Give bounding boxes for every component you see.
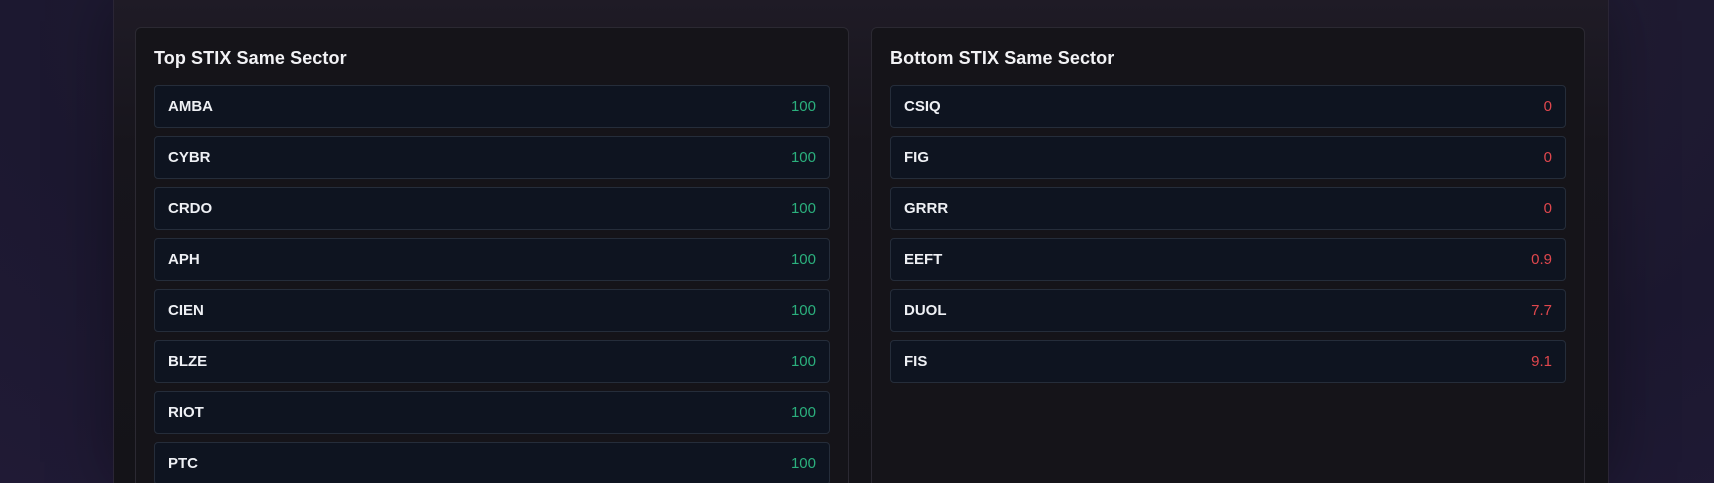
bottom-stix-panel: Bottom STIX Same Sector CSIQ 0 FIG 0 GRR…	[871, 27, 1585, 483]
stix-score: 7.7	[1531, 302, 1552, 319]
bottom-stix-list: CSIQ 0 FIG 0 GRRR 0 EEFT 0.9 DUOL 7.7 FI…	[890, 85, 1566, 391]
list-item[interactable]: RIOT 100	[154, 391, 830, 434]
list-item[interactable]: FIG 0	[890, 136, 1566, 179]
ticker-symbol: FIG	[904, 149, 929, 166]
panel-title: Bottom STIX Same Sector	[890, 48, 1115, 68]
list-item[interactable]: CIEN 100	[154, 289, 830, 332]
ticker-symbol: DUOL	[904, 302, 947, 319]
stix-score: 100	[790, 353, 816, 370]
ticker-symbol: CYBR	[168, 149, 211, 166]
ticker-symbol: CIEN	[168, 302, 204, 319]
stix-score: 100	[790, 200, 816, 217]
list-item[interactable]: BLZE 100	[154, 340, 830, 383]
top-stix-list: AMBA 100 CYBR 100 CRDO 100 APH 100 CIEN …	[154, 85, 830, 483]
ticker-symbol: CRDO	[168, 200, 213, 217]
list-item[interactable]: CSIQ 0	[890, 85, 1566, 128]
stix-score: 0	[1543, 149, 1552, 166]
stix-score: 9.1	[1531, 353, 1552, 370]
list-item[interactable]: DUOL 7.7	[890, 289, 1566, 332]
list-item[interactable]: FIS 9.1	[890, 340, 1566, 383]
stix-score: 100	[790, 149, 816, 166]
list-item[interactable]: PTC 100	[154, 442, 830, 483]
list-item[interactable]: EEFT 0.9	[890, 238, 1566, 281]
stix-score: 100	[790, 455, 816, 472]
list-item[interactable]: GRRR 0	[890, 187, 1566, 230]
ticker-symbol: APH	[168, 251, 200, 268]
top-stix-panel: Top STIX Same Sector AMBA 100 CYBR 100 C…	[135, 27, 849, 483]
list-item[interactable]: AMBA 100	[154, 85, 830, 128]
list-item[interactable]: APH 100	[154, 238, 830, 281]
stix-score: 100	[790, 98, 816, 115]
ticker-symbol: PTC	[168, 455, 198, 472]
list-item[interactable]: CYBR 100	[154, 136, 830, 179]
panel-title: Top STIX Same Sector	[154, 48, 347, 68]
ticker-symbol: AMBA	[168, 98, 213, 115]
ticker-symbol: RIOT	[168, 404, 204, 421]
ticker-symbol: GRRR	[904, 200, 949, 217]
stix-score: 0.9	[1531, 251, 1552, 268]
ticker-symbol: CSIQ	[904, 98, 941, 115]
ticker-symbol: FIS	[904, 353, 928, 370]
stix-score: 0	[1543, 200, 1552, 217]
ticker-symbol: BLZE	[168, 353, 208, 370]
stix-score: 0	[1543, 98, 1552, 115]
stix-score: 100	[790, 251, 816, 268]
stix-score: 100	[790, 302, 816, 319]
ticker-symbol: EEFT	[904, 251, 943, 268]
stix-score: 100	[790, 404, 816, 421]
list-item[interactable]: CRDO 100	[154, 187, 830, 230]
